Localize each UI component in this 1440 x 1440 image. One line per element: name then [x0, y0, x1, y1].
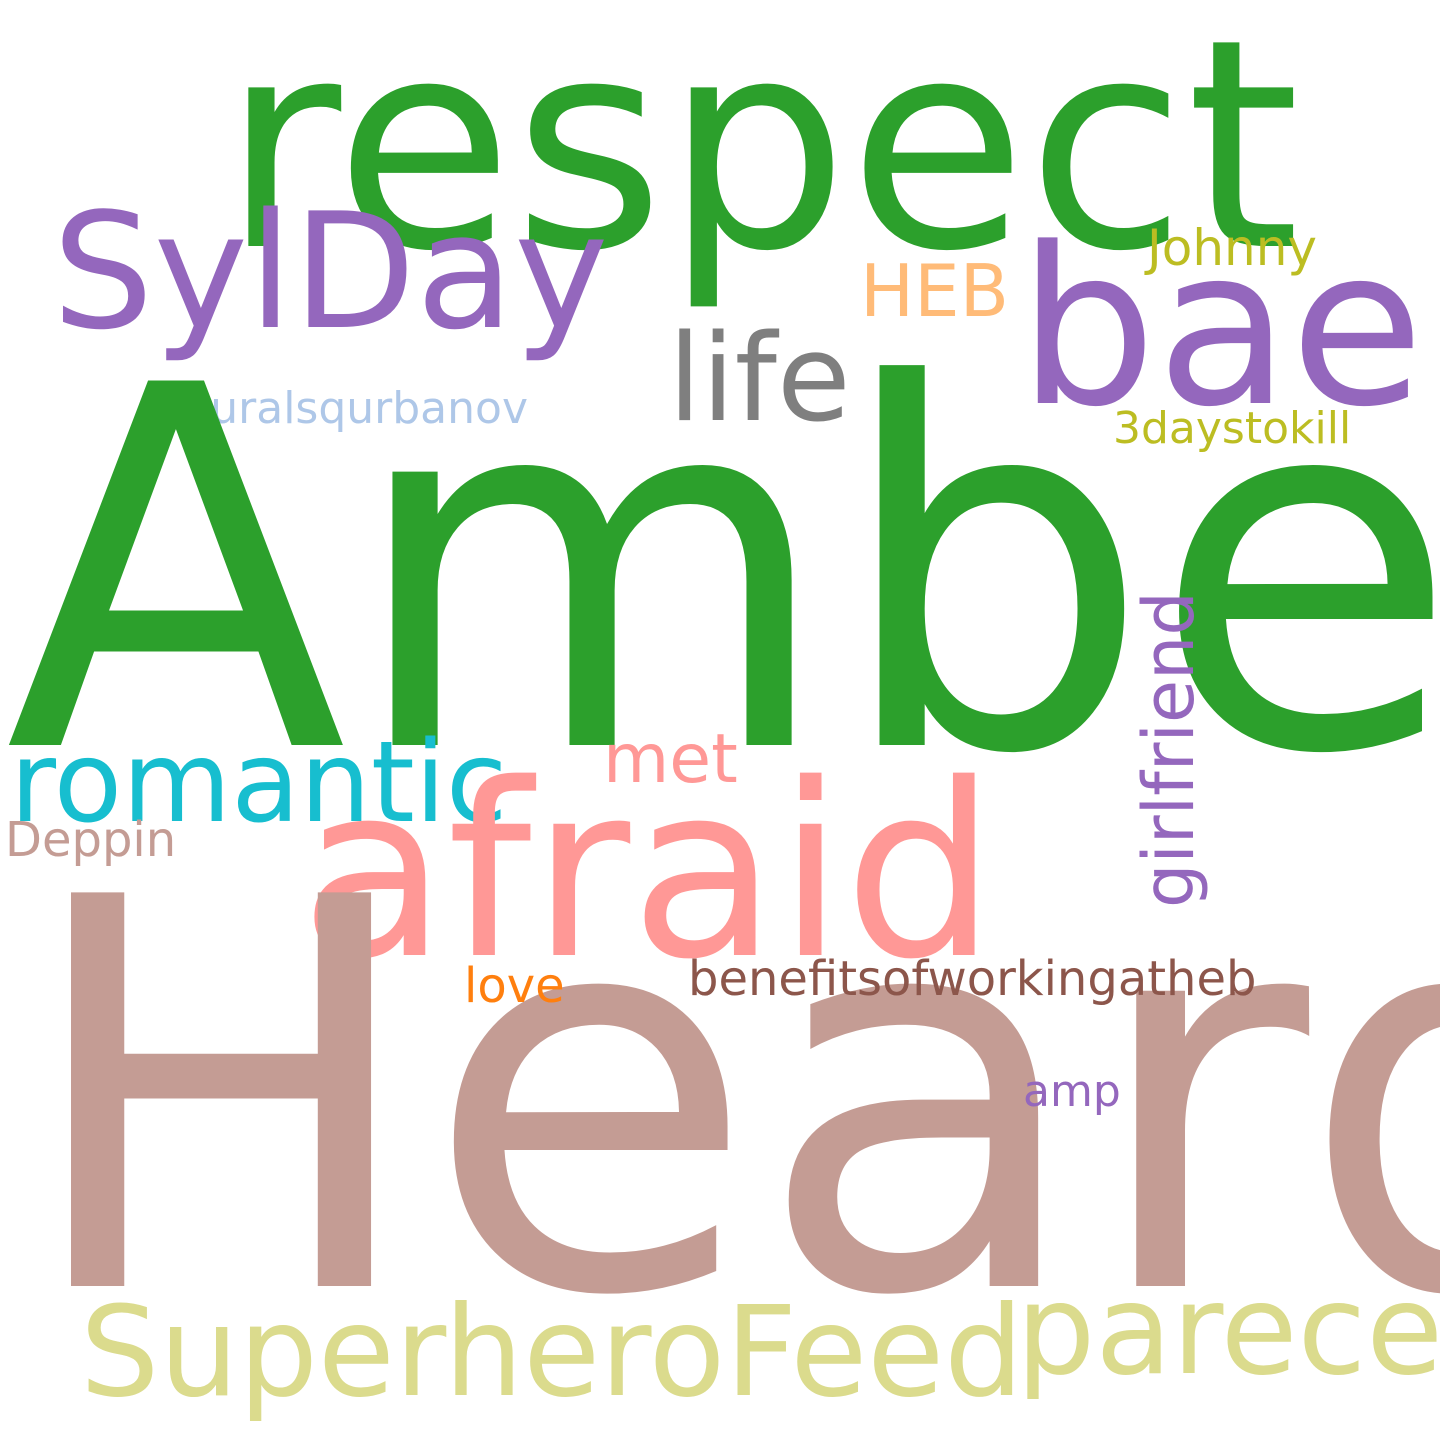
word-romantic: romantic — [10, 718, 508, 848]
word-superherofeed: SuperheroFeed — [80, 1280, 1024, 1425]
word-parece: parece — [1016, 1258, 1440, 1403]
word-3daystokill: 3daystokill — [1113, 403, 1352, 454]
word-johnny: Johnny — [1147, 219, 1317, 277]
word-afraid: afraid — [300, 732, 997, 1012]
word-deppin: Deppin — [5, 812, 177, 868]
word-sylday: SylDay — [52, 178, 609, 365]
word-turalsqurbanov: turalsqurbanov — [193, 383, 528, 434]
word-heb: HEB — [860, 249, 1010, 333]
word-love: love — [464, 958, 565, 1014]
word-met: met — [603, 720, 738, 799]
word-bae: bae — [1018, 202, 1425, 455]
word-life: life — [668, 310, 851, 449]
word-amp: amp — [1023, 1066, 1121, 1117]
word-respect: respect — [222, 0, 1301, 315]
word-heard: Heard — [18, 786, 1440, 1414]
word-benefitsofworkingatheb: benefitsofworkingatheb — [688, 951, 1257, 1007]
